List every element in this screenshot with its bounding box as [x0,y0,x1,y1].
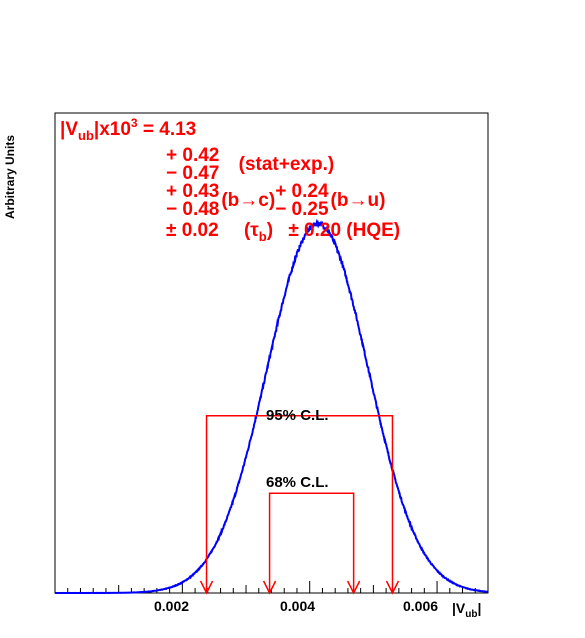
hqe-uncertainty: ± 0.20 (HQE) [288,220,401,241]
result-tau-row: ± 0.02 (τb) ± 0.20 (HQE) [166,220,401,244]
x-axis-label: |Vub| [452,600,482,620]
interval-arrow-0-0 [199,580,214,595]
x-tick-label-2: 0.006 [403,598,439,614]
result-theory-row: + 0.43 − 0.48 (b→c) + 0.24 − 0.25 (b→u) [166,181,386,221]
cl-68-label: 68% C.L. [266,474,329,491]
interval-bracket-0 [205,415,394,593]
bu-label: (b→u) [330,190,386,212]
cl-95-label: 95% C.L. [266,407,329,424]
interval-arrow-0-1 [385,580,400,595]
x-axis-ticks [67,581,489,593]
result-stat-row: + 0.42 − 0.47 (stat+exp.) [166,145,335,185]
interval-arrow-1-1 [346,580,361,595]
stat-uncertainty: + 0.42 − 0.47 [166,145,220,185]
y-axis-label: Arbitrary Units [3,135,17,219]
interval-arrow-1-0 [262,580,277,595]
bu-uncertainty: + 0.24 − 0.25 [275,181,329,221]
x-tick-label-0: 0.002 [154,598,190,614]
series-distribution-curve [54,218,488,595]
bc-label: (b→c) [221,190,276,212]
tau-uncertainty: ± 0.02 [166,220,219,241]
confidence-intervals [199,415,400,595]
stat-label: (stat+exp.) [238,154,335,176]
x-tick-label-1: 0.004 [280,598,316,614]
y-axis-label-svg: Arbitrary Units [3,135,17,219]
bc-uncertainty: + 0.43 − 0.48 [166,181,220,221]
tau-label: (τb) [243,220,274,244]
interval-bracket-1 [268,492,355,593]
result-line-1: |Vub|x103 = 4.13 [60,116,197,143]
